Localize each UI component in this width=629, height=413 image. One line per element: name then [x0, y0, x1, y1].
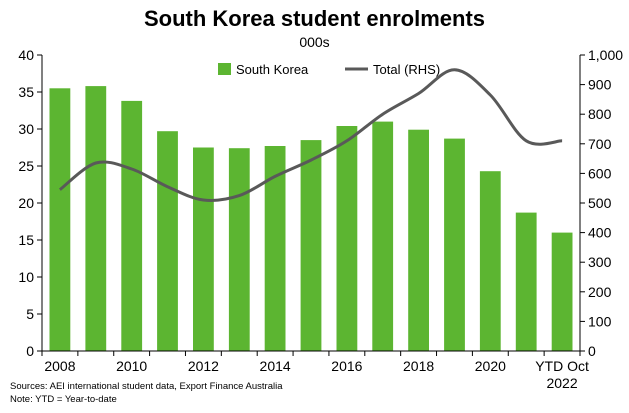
total-rhs-line [58, 68, 563, 202]
bar-2021 [515, 212, 537, 351]
x-tick-label: 2008 [44, 358, 75, 374]
chart-subtitle: 000s [299, 34, 330, 50]
y-left-tick-label: 40 [18, 47, 34, 63]
y-left-tick-label: 25 [18, 158, 34, 174]
y-right-tick-label: 0 [588, 343, 596, 359]
bar-2009 [85, 86, 107, 351]
line-layer [58, 68, 563, 202]
y-right-tick-label: 100 [588, 313, 612, 329]
x-tick-label: 2010 [116, 358, 147, 374]
y-left-tick-label: 10 [18, 269, 34, 285]
y-right-tick-label: 300 [588, 254, 612, 270]
bar-2011 [157, 131, 178, 351]
y-left-tick-label: 5 [26, 306, 34, 322]
y-left-tick-label: 20 [18, 195, 34, 211]
legend: South Korea Total (RHS) [218, 62, 440, 77]
bars-layer [49, 86, 573, 352]
ytd-note: Note: YTD = Year-to-date [10, 394, 117, 405]
y-right-tick-label: 900 [588, 77, 612, 93]
y-left-tick-label: 30 [18, 121, 34, 137]
chart-title: South Korea student enrolments [143, 6, 486, 31]
y-left-tick-label: 15 [18, 232, 34, 248]
x-tick-label: YTD Oct [535, 358, 589, 374]
x-tick-label: 2014 [260, 358, 291, 374]
bar-2008 [49, 88, 71, 352]
y-right-tick-label: 500 [588, 195, 612, 211]
source-note: Sources: AEI international student data,… [10, 381, 283, 392]
bar-2015 [300, 140, 322, 351]
bar-2013 [228, 148, 250, 351]
bar-2016 [336, 126, 358, 351]
y-right-tick-label: 600 [588, 165, 612, 181]
axes-layer: 0510152025303540010020030040050060070080… [18, 47, 623, 391]
bar-2020 [479, 171, 501, 351]
x-tick-label: 2012 [188, 358, 219, 374]
bar-2010 [121, 100, 143, 352]
y-right-tick-label: 1,000 [588, 47, 623, 63]
bar-2019 [444, 138, 465, 351]
bar-2014 [264, 146, 286, 351]
legend-label-total: Total (RHS) [373, 62, 440, 77]
x-tick-label: 2020 [475, 358, 506, 374]
bar-2018 [408, 129, 429, 351]
bar-ytd-oct-2022 [551, 232, 573, 351]
y-right-tick-label: 700 [588, 136, 612, 152]
y-right-tick-label: 400 [588, 225, 612, 241]
y-left-tick-label: 0 [26, 343, 34, 359]
y-right-tick-label: 200 [588, 284, 612, 300]
x-tick-label: 2022 [546, 375, 577, 391]
y-left-tick-label: 35 [18, 84, 34, 100]
legend-label-south-korea: South Korea [236, 62, 309, 77]
x-tick-label: 2016 [331, 358, 362, 374]
y-right-tick-label: 800 [588, 106, 612, 122]
bar-2017 [372, 121, 394, 351]
bar-2012 [193, 147, 214, 351]
legend-swatch-south-korea [218, 63, 231, 75]
x-tick-label: 2018 [403, 358, 434, 374]
